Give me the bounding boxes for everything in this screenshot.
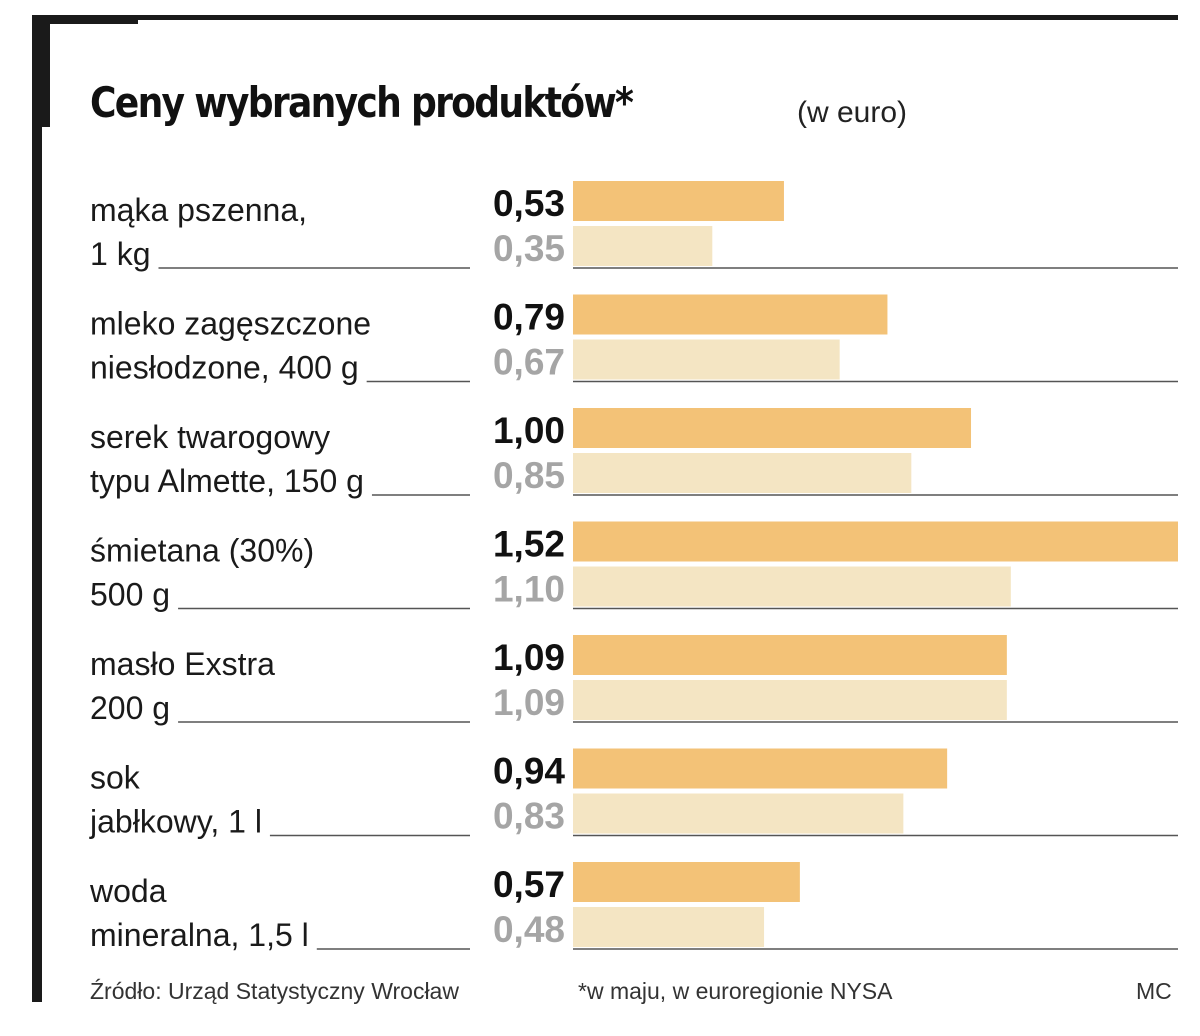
- category-label: mineralna, 1,5 l: [90, 917, 309, 953]
- value-label-secondary: 0,83: [493, 796, 565, 837]
- frame-left-bar: [32, 15, 42, 1002]
- footer-source: Źródło: Urząd Statystyczny Wrocław: [90, 978, 459, 1004]
- category-label: serek twarogowy: [90, 419, 330, 455]
- bar-primary: [573, 862, 800, 902]
- category-label: śmietana (30%): [90, 533, 314, 569]
- bar-primary: [573, 635, 1007, 675]
- category-label: masło Exstra: [90, 646, 275, 682]
- value-label-secondary: 1,10: [493, 569, 565, 610]
- value-label-primary: 1,52: [493, 524, 565, 565]
- bar-secondary: [573, 907, 765, 947]
- category-label: woda: [89, 873, 167, 909]
- category-label: 1 kg: [90, 236, 150, 272]
- frame-corner-tab: [32, 15, 50, 127]
- category-label: niesłodzone, 400 g: [90, 350, 359, 386]
- value-label-primary: 0,79: [493, 297, 565, 338]
- category-label: jabłkowy, 1 l: [89, 804, 262, 840]
- chart-title: Ceny wybranych produktów*: [90, 78, 634, 127]
- category-label: mąka pszenna,: [90, 192, 307, 228]
- value-label-primary: 1,09: [493, 637, 565, 678]
- category-label: typu Almette, 150 g: [90, 463, 364, 499]
- category-label: sok: [90, 760, 141, 796]
- frame-top-rule: [32, 15, 1178, 20]
- category-label: 200 g: [90, 690, 170, 726]
- bar-secondary: [573, 793, 904, 834]
- bar-primary: [573, 521, 1178, 562]
- bar-secondary: [573, 453, 912, 493]
- category-label: 500 g: [90, 577, 170, 613]
- value-label-secondary: 0,35: [493, 228, 565, 269]
- footer-credit: MC: [1136, 978, 1172, 1004]
- bar-primary: [573, 294, 888, 335]
- value-label-primary: 0,57: [493, 864, 565, 905]
- value-label-secondary: 0,67: [493, 342, 565, 383]
- value-label-primary: 0,53: [493, 183, 565, 224]
- value-label-secondary: 0,85: [493, 455, 565, 496]
- category-label: mleko zagęszczone: [90, 306, 371, 342]
- value-label-secondary: 1,09: [493, 682, 565, 723]
- footer-note: *w maju, w euroregionie NYSA: [578, 978, 893, 1004]
- value-label-secondary: 0,48: [493, 909, 565, 950]
- chart-subtitle: (w euro): [797, 96, 908, 129]
- value-label-primary: 0,94: [493, 751, 565, 792]
- bar-secondary: [573, 680, 1007, 720]
- frame-top-accent: [32, 15, 138, 24]
- bar-secondary: [573, 566, 1011, 607]
- bar-primary: [573, 181, 784, 221]
- bar-primary: [573, 748, 948, 789]
- value-label-primary: 1,00: [493, 410, 565, 451]
- bar-primary: [573, 408, 972, 448]
- bar-secondary: [573, 339, 840, 380]
- bar-secondary: [573, 226, 713, 266]
